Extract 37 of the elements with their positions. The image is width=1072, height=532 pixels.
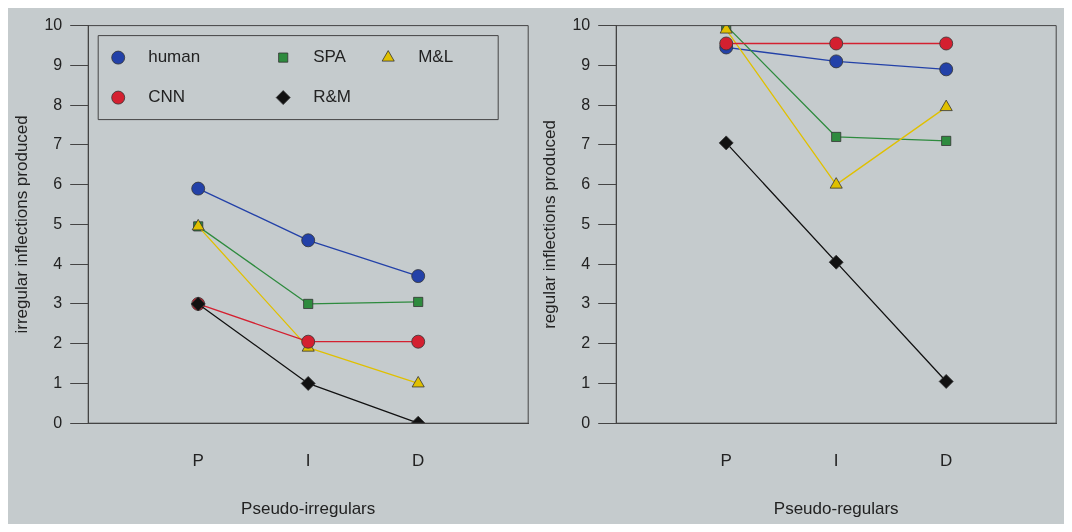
x-tick-label: I	[833, 451, 839, 471]
y-tick-label: 1	[53, 373, 63, 391]
y-tick-label: 10	[44, 16, 63, 34]
y-tick-label: 2	[581, 334, 591, 352]
y-tick-label: 2	[53, 334, 63, 352]
y-tick-label: 10	[572, 16, 591, 34]
y-axis-title: irregular inflections produced	[11, 115, 31, 334]
y-tick-label: 6	[581, 175, 591, 193]
y-axis-title: regular inflections produced	[539, 119, 559, 329]
x-axis-title: Pseudo-regulars	[773, 499, 899, 519]
legend-label: R&M	[313, 87, 351, 107]
y-tick-label: 8	[581, 95, 591, 113]
y-tick-label: 5	[53, 214, 63, 232]
y-tick-label: 9	[581, 55, 591, 73]
x-tick-label: D	[412, 451, 425, 471]
y-tick-label: 0	[581, 413, 591, 431]
x-tick-label: P	[192, 451, 204, 471]
legend-label: human	[148, 47, 201, 67]
y-tick-label: 8	[53, 95, 63, 113]
y-tick-label: 4	[53, 254, 63, 272]
x-tick-label: I	[305, 451, 311, 471]
y-tick-label: 4	[581, 254, 591, 272]
legend-label: SPA	[313, 47, 347, 67]
y-tick-label: 0	[53, 413, 63, 431]
y-tick-label: 7	[53, 135, 63, 153]
y-tick-label: 3	[581, 294, 591, 312]
legend-label: CNN	[148, 87, 186, 107]
legend-label: M&L	[418, 47, 454, 67]
y-tick-label: 3	[53, 294, 63, 312]
x-tick-label: D	[940, 451, 953, 471]
y-tick-label: 1	[581, 373, 591, 391]
x-tick-label: P	[720, 451, 732, 471]
x-axis-title: Pseudo-irregulars	[241, 499, 376, 519]
y-tick-label: 7	[581, 135, 591, 153]
y-tick-label: 5	[581, 214, 591, 232]
y-tick-label: 6	[53, 175, 63, 193]
y-tick-label: 9	[53, 55, 63, 73]
